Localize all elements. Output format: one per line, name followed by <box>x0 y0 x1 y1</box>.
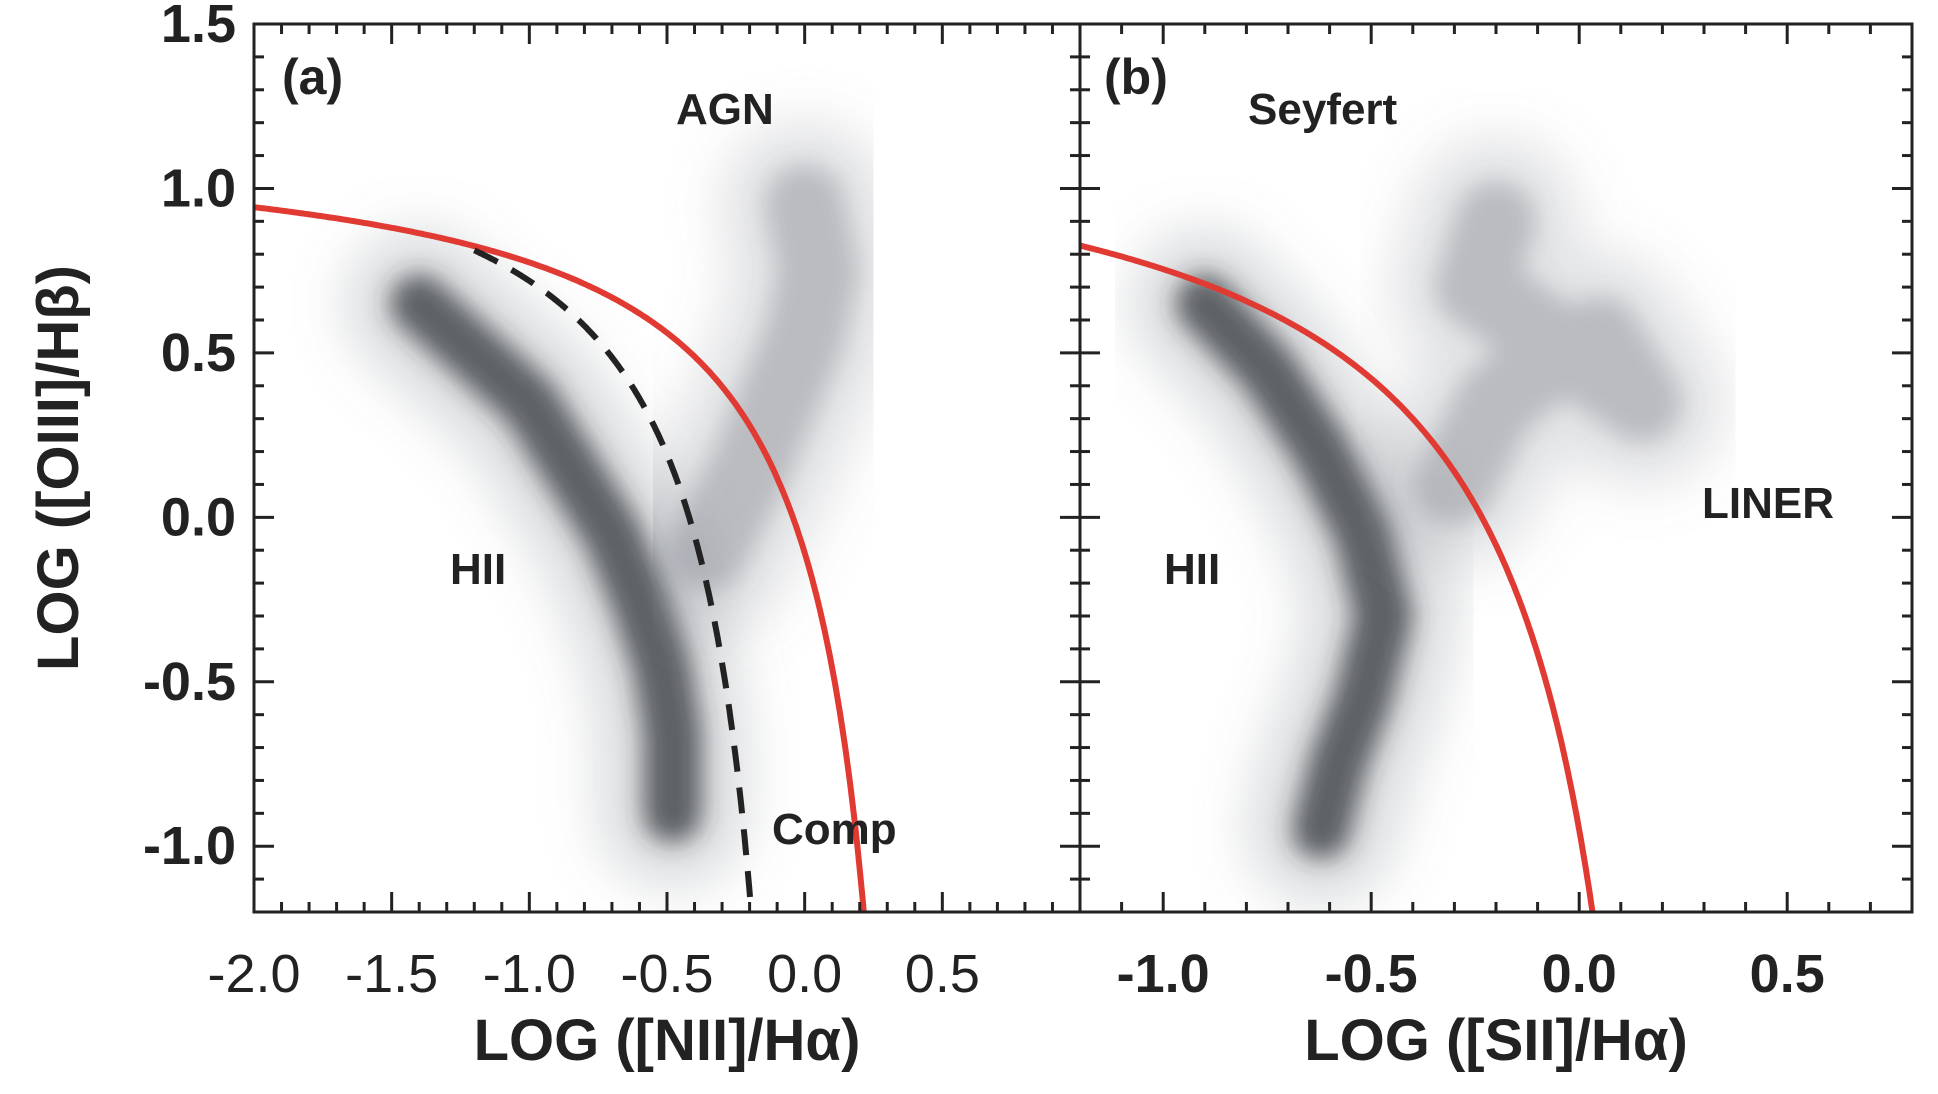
annotation-comp: Comp <box>772 805 897 854</box>
density-cloud-b <box>1129 136 1727 905</box>
panel-label-b: (b) <box>1104 49 1168 105</box>
x-tick-label: -2.0 <box>207 944 300 1004</box>
panel-a: -2.0 -1.5 -1.0 -0.5 0.0 0.5 1.5 1.0 0.5 0.0 -0.5 -1… <box>143 0 1082 1073</box>
x-tick-label: -1.5 <box>345 944 438 1004</box>
y-tick-label: 0.5 <box>161 323 236 383</box>
panel-b: -1.0 -0.5 0.0 0.5 (b) Seyfert HII LINER LOG… <box>1078 22 1914 1073</box>
density-cluster <box>623 119 904 636</box>
x-tick-label: -1.0 <box>1117 944 1210 1004</box>
density-core <box>1414 181 1682 525</box>
x-tick-label: 0.0 <box>1542 944 1617 1004</box>
ticks-a: -2.0 -1.5 -1.0 -0.5 0.0 0.5 1.5 1.0 0.5 0.0 -0.5 -1… <box>143 0 1082 1004</box>
x-tick-label: 0.5 <box>1750 944 1825 1004</box>
x-tick-label: 0.5 <box>905 944 980 1004</box>
x-axis-title-b: LOG ([SII]/Hα) <box>1304 1008 1688 1073</box>
density-core <box>390 274 702 843</box>
density-cluster <box>344 228 748 889</box>
density-cluster <box>1129 228 1459 905</box>
y-tick-label: -1.0 <box>143 816 236 876</box>
density-core <box>1175 274 1413 859</box>
y-tick-label: 0.0 <box>161 487 236 547</box>
x-tick-label: 0.0 <box>767 944 842 1004</box>
x-tick-label: -0.5 <box>1325 944 1418 1004</box>
y-axis-title: LOG ([OIII]/Hβ) <box>26 265 91 671</box>
plot-frame-b <box>1078 22 1914 914</box>
x-tick-label: -1.0 <box>483 944 576 1004</box>
annotation-seyfert: Seyfert <box>1248 85 1398 134</box>
panel-label-a: (a) <box>282 49 343 105</box>
annotation-hii-b: HII <box>1164 545 1220 594</box>
y-tick-label: -0.5 <box>143 652 236 712</box>
annotation-hii-a: HII <box>450 545 506 594</box>
y-tick-label: 1.5 <box>161 0 236 54</box>
curves-b <box>1080 242 1596 912</box>
density-cloud-a <box>344 119 904 889</box>
x-tick-label: -0.5 <box>620 944 713 1004</box>
annotation-agn: AGN <box>676 85 774 134</box>
density-cluster <box>1369 136 1727 570</box>
annotation-liner: LINER <box>1702 479 1834 528</box>
y-tick-label: 1.0 <box>161 158 236 218</box>
ticks-b: -1.0 -0.5 0.0 0.5 <box>1078 22 1914 1004</box>
curves-a <box>254 204 867 912</box>
x-axis-title-a: LOG ([NII]/Hα) <box>474 1008 861 1073</box>
density-core <box>668 164 859 591</box>
demarcation-curve-solid <box>1080 242 1596 912</box>
demarcation-curve-dashed <box>473 247 755 912</box>
demarcation-curve-solid <box>254 204 867 912</box>
